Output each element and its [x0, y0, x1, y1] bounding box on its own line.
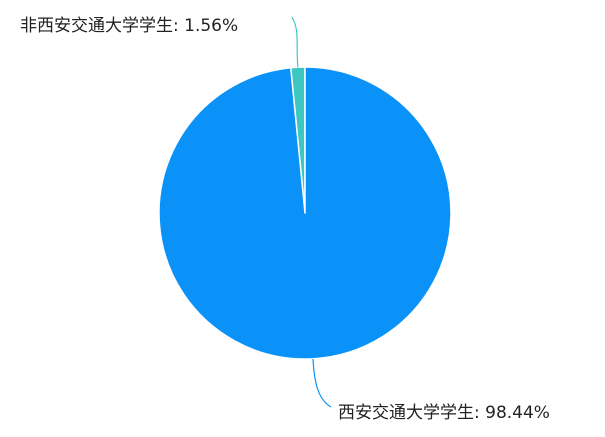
- pie-slice-xjtu-students[interactable]: [158, 66, 452, 360]
- pie-slices: [158, 66, 452, 360]
- label-leader-lines: [291, 16, 332, 408]
- leader-line-xjtu-students: [312, 358, 332, 408]
- slice-label-non-xjtu-students: 非西安交通大学学生: 1.56%: [20, 16, 238, 36]
- leader-line-non-xjtu-students: [291, 16, 299, 68]
- slice-label-xjtu-students: 西安交通大学学生: 98.44%: [338, 403, 550, 423]
